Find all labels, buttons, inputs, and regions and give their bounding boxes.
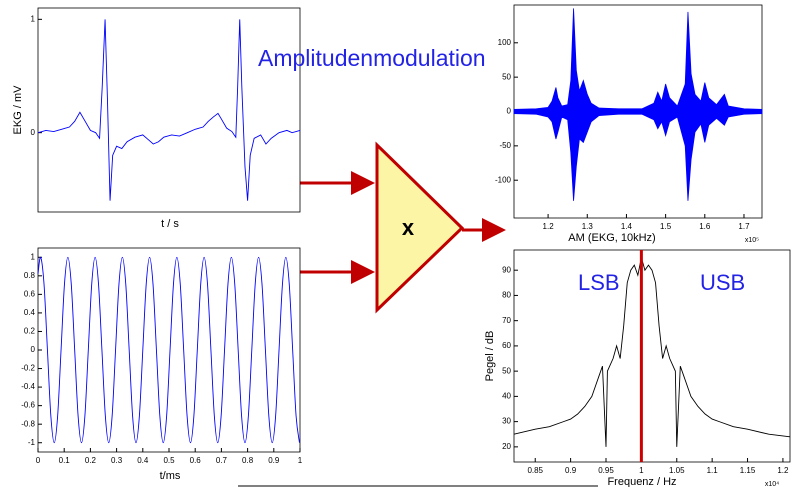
x-tick-label: 1.3 (582, 222, 594, 231)
y-axis-label: Pegel / dB (484, 331, 496, 382)
data-line (37, 19, 301, 201)
multiplier-label: x (402, 215, 415, 240)
x-tick-label: 1 (298, 456, 303, 465)
x-tick-label: 0.7 (216, 456, 228, 465)
annotation: LSB (578, 270, 620, 295)
x-tick-label: 1.05 (669, 466, 685, 475)
y-tick-label: -0.4 (21, 382, 35, 391)
plot-area (513, 249, 791, 463)
y-tick-label: 0.2 (24, 327, 36, 336)
y-tick-label: -50 (499, 141, 511, 150)
y-tick-label: 70 (502, 316, 511, 325)
x-tick-label: 0.3 (111, 456, 123, 465)
y-tick-label: -0.2 (21, 364, 35, 373)
y-tick-label: 90 (502, 265, 511, 274)
y-tick-label: 0 (31, 128, 36, 137)
y-tick-label: 80 (502, 291, 511, 300)
y-tick-label: -0.6 (21, 401, 35, 410)
y-axis-label: EKG / mV (12, 85, 24, 135)
x-exponent: x10⁵ (745, 237, 759, 244)
x-axis-label: AM (EKG, 10kHz) (568, 232, 655, 244)
y-tick-label: 0 (31, 345, 36, 354)
annotation: USB (700, 270, 745, 295)
x-tick-label: 1.4 (621, 222, 633, 231)
heading: Amplitudenmodulation (258, 45, 486, 71)
envelope-area (513, 8, 763, 112)
x-tick-label: 1.5 (660, 222, 672, 231)
x-tick-label: 0.8 (242, 456, 254, 465)
envelope-area (513, 111, 763, 201)
x-tick-label: 0.9 (268, 456, 280, 465)
plot-area (37, 247, 301, 453)
y-tick-label: -0.8 (21, 419, 35, 428)
x-tick-label: 1.15 (740, 466, 756, 475)
x-axis-label: t / s (161, 218, 179, 230)
x-tick-label: 1.1 (707, 466, 719, 475)
y-tick-label: 1 (31, 252, 36, 261)
y-tick-label: 50 (502, 72, 511, 81)
x-tick-label: 0.6 (190, 456, 202, 465)
x-tick-label: 0.9 (565, 466, 577, 475)
y-tick-label: 60 (502, 341, 511, 350)
x-tick-label: 0 (36, 456, 41, 465)
y-tick-label: 0.8 (24, 271, 36, 280)
y-tick-label: 1 (31, 14, 36, 23)
x-exponent: x10⁴ (765, 481, 779, 487)
y-tick-label: 50 (502, 366, 511, 375)
y-tick-label: 20 (502, 442, 511, 451)
x-tick-label: 1.6 (699, 222, 711, 231)
x-tick-label: 0.5 (163, 456, 175, 465)
x-tick-label: 0.1 (59, 456, 71, 465)
plot-area (37, 7, 301, 213)
x-axis-label: t/ms (160, 470, 181, 482)
y-tick-label: 0.6 (24, 289, 36, 298)
multiplier (375, 141, 465, 314)
y-tick-label: 100 (498, 38, 512, 47)
x-axis-label: Frequenz / Hz (607, 476, 676, 487)
y-tick-label: -1 (28, 438, 36, 447)
x-tick-label: 0.85 (527, 466, 543, 475)
x-tick-label: 1.2 (543, 222, 555, 231)
y-tick-label: 0.4 (24, 308, 36, 317)
data-line (37, 256, 300, 444)
data-line (513, 257, 791, 447)
y-tick-label: 30 (502, 417, 511, 426)
x-tick-label: 0.4 (137, 456, 149, 465)
x-tick-label: 1 (639, 466, 644, 475)
x-tick-label: 1.2 (777, 466, 789, 475)
x-tick-label: 0.2 (85, 456, 97, 465)
x-tick-label: 1.7 (738, 222, 750, 231)
y-tick-label: -100 (495, 175, 512, 184)
y-tick-label: 40 (502, 391, 511, 400)
y-tick-label: 0 (507, 107, 512, 116)
x-tick-label: 0.95 (598, 466, 614, 475)
